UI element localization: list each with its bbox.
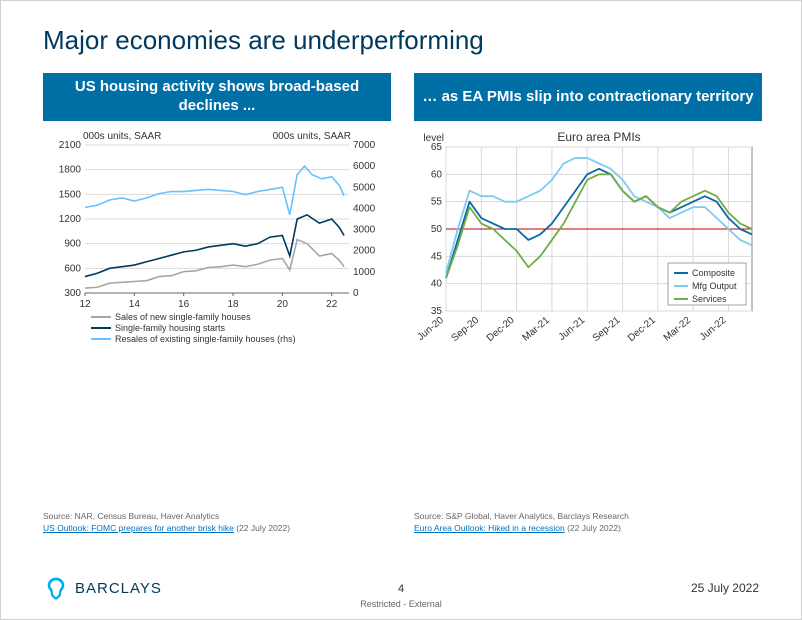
- footer-restriction: Restricted - External: [1, 599, 801, 609]
- svg-text:45: 45: [431, 251, 443, 262]
- source-right-line2: Euro Area Outlook: Hiked in a recession …: [414, 523, 762, 535]
- svg-text:Jun-20: Jun-20: [415, 315, 446, 343]
- svg-text:35: 35: [431, 306, 443, 317]
- svg-text:65: 65: [431, 142, 443, 153]
- svg-text:14: 14: [129, 299, 141, 310]
- svg-text:600: 600: [64, 263, 81, 274]
- source-left-text: Source: NAR, Census Bureau, Haver Analyt…: [43, 511, 391, 523]
- svg-text:1500: 1500: [59, 189, 82, 200]
- svg-text:Sales of new single-family hou: Sales of new single-family houses: [115, 312, 251, 322]
- svg-text:55: 55: [431, 197, 443, 208]
- svg-text:2000: 2000: [353, 246, 376, 257]
- slide-date: 25 July 2022: [691, 581, 759, 595]
- svg-text:22: 22: [326, 299, 338, 310]
- svg-text:Single-family housing starts: Single-family housing starts: [115, 323, 226, 333]
- svg-text:0: 0: [353, 288, 359, 299]
- source-right-suffix: (22 July 2022): [565, 523, 621, 533]
- svg-text:60: 60: [431, 169, 443, 180]
- svg-text:20: 20: [277, 299, 289, 310]
- svg-text:Composite: Composite: [692, 268, 735, 278]
- svg-text:1000: 1000: [353, 267, 376, 278]
- svg-text:Services: Services: [692, 294, 727, 304]
- svg-text:Resales of existing single-fam: Resales of existing single-family houses…: [115, 334, 296, 344]
- source-left-suffix: (22 July 2022): [234, 523, 290, 533]
- svg-text:Euro area PMIs: Euro area PMIs: [557, 130, 640, 144]
- svg-text:300: 300: [64, 288, 81, 299]
- source-left: Source: NAR, Census Bureau, Haver Analyt…: [43, 511, 391, 535]
- left-panel-header: US housing activity shows broad-based de…: [43, 73, 391, 121]
- svg-text:000s units, SAAR: 000s units, SAAR: [273, 131, 351, 142]
- svg-text:Mfg Output: Mfg Output: [692, 281, 737, 291]
- svg-text:4000: 4000: [353, 203, 376, 214]
- svg-text:18: 18: [227, 299, 239, 310]
- page-title: Major economies are underperforming: [43, 25, 484, 56]
- left-chart: 000s units, SAAR 000s units, SAAR 300 600 90…: [43, 127, 391, 347]
- page-number: 4: [1, 583, 801, 595]
- svg-text:7000: 7000: [353, 140, 376, 151]
- svg-text:12: 12: [79, 299, 91, 310]
- svg-text:000s units, SAAR: 000s units, SAAR: [83, 131, 161, 142]
- svg-text:Mar-22: Mar-22: [662, 315, 694, 344]
- svg-text:2100: 2100: [59, 140, 82, 151]
- svg-text:16: 16: [178, 299, 190, 310]
- svg-text:Sep-21: Sep-21: [591, 315, 623, 344]
- svg-text:6000: 6000: [353, 161, 376, 172]
- svg-text:Dec-20: Dec-20: [485, 315, 517, 344]
- svg-text:Jun-21: Jun-21: [557, 315, 588, 343]
- svg-text:50: 50: [431, 224, 443, 235]
- svg-text:40: 40: [431, 279, 443, 290]
- svg-text:Dec-21: Dec-21: [626, 315, 658, 344]
- svg-text:3000: 3000: [353, 225, 376, 236]
- right-chart: Euro area PMIslevel35404550556065Jun-20S…: [414, 127, 762, 347]
- svg-text:Jun-22: Jun-22: [698, 315, 729, 343]
- svg-text:5000: 5000: [353, 182, 376, 193]
- right-panel-header: … as EA PMIs slip into contractionary te…: [414, 73, 762, 121]
- source-left-link[interactable]: US Outlook: FOMC prepares for another br…: [43, 523, 234, 533]
- right-panel-header-text: … as EA PMIs slip into contractionary te…: [422, 88, 753, 107]
- svg-text:1800: 1800: [59, 165, 82, 176]
- left-panel-header-text: US housing activity shows broad-based de…: [49, 78, 385, 116]
- svg-text:Mar-21: Mar-21: [521, 315, 553, 344]
- svg-text:1200: 1200: [59, 214, 82, 225]
- source-right-text: Source: S&P Global, Haver Analytics, Bar…: [414, 511, 762, 523]
- slide: Major economies are underperforming US h…: [0, 0, 802, 620]
- left-chart-svg: 000s units, SAAR 000s units, SAAR 300 600 90…: [43, 127, 391, 347]
- svg-text:900: 900: [64, 239, 81, 250]
- source-right-link[interactable]: Euro Area Outlook: Hiked in a recession: [414, 523, 565, 533]
- source-right: Source: S&P Global, Haver Analytics, Bar…: [414, 511, 762, 535]
- right-chart-svg: Euro area PMIslevel35404550556065Jun-20S…: [414, 127, 762, 347]
- source-left-line2: US Outlook: FOMC prepares for another br…: [43, 523, 391, 535]
- svg-text:Sep-20: Sep-20: [449, 315, 481, 344]
